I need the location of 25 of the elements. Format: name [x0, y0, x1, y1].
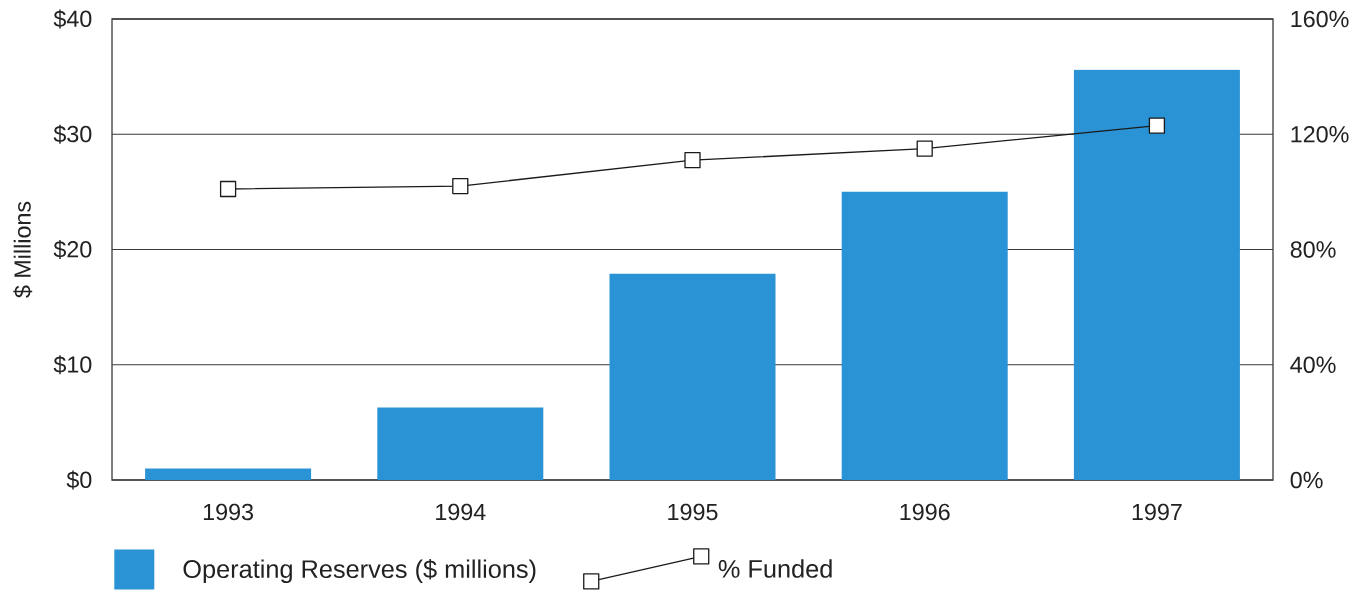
y2-tick-label: 120% — [1291, 125, 1349, 143]
bar — [377, 407, 544, 480]
x-tick-label: 1996 — [900, 503, 950, 521]
bar — [609, 273, 776, 480]
y-tick-label: $30 — [53, 124, 92, 144]
point — [1148, 117, 1166, 134]
x-tick-label: 1994 — [436, 503, 486, 521]
legend-label: Operating Reserves ($ millions) — [183, 558, 536, 583]
bar — [1073, 69, 1240, 480]
x-tick-label: 1995 — [668, 503, 718, 521]
bar — [841, 191, 1008, 480]
y-axis-title: $ Millions — [13, 201, 33, 298]
y2-tick-label: 160% — [1291, 10, 1349, 28]
y-tick-label: $10 — [53, 355, 92, 375]
x-tick-label: 1993 — [203, 503, 254, 521]
y2-tick-label: 80% — [1290, 241, 1336, 258]
legend-label: % Funded — [718, 559, 832, 578]
x-tick-label: 1997 — [1132, 503, 1182, 521]
y2-tick-label: 0% — [1290, 471, 1323, 489]
bar — [145, 468, 312, 480]
y-tick-label: $20 — [53, 239, 92, 259]
y2-tick-label: 40% — [1290, 356, 1336, 373]
y-tick-label: $0 — [66, 470, 92, 490]
point — [219, 180, 237, 198]
y-tick-label: $40 — [53, 9, 92, 29]
